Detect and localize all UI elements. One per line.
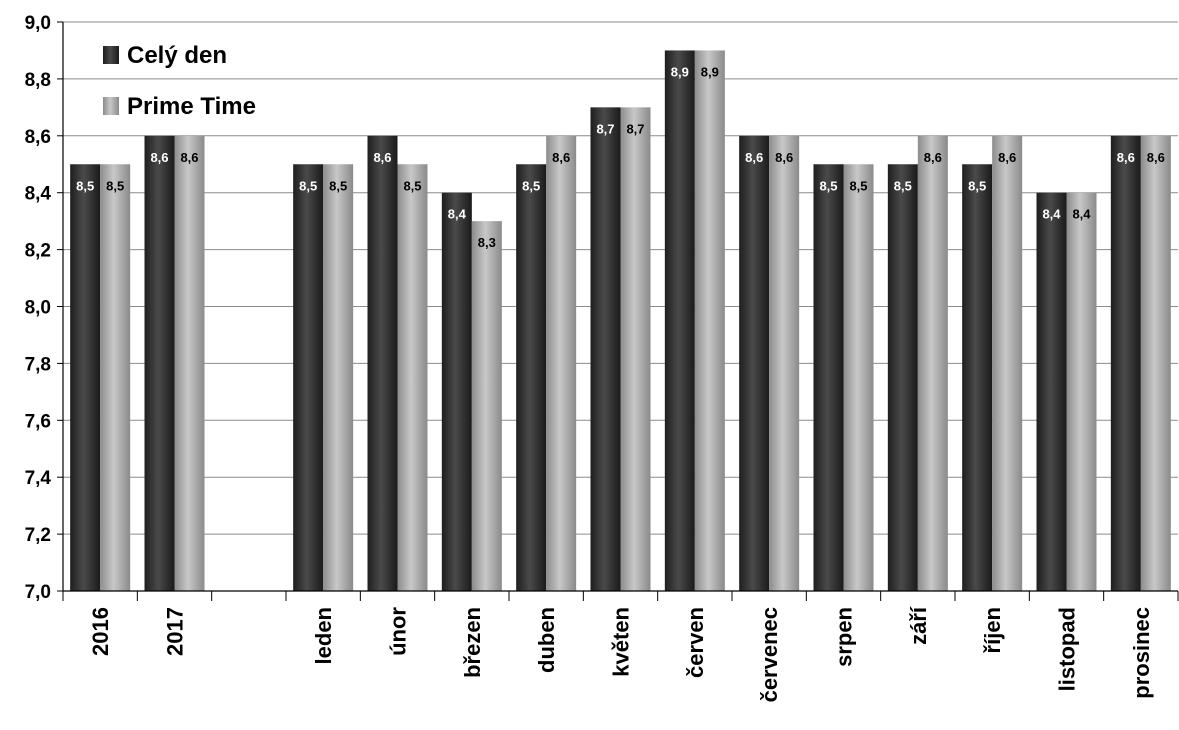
data-label: 8,6 [180, 150, 198, 165]
y-tick-label: 7,6 [25, 411, 51, 432]
bar-cely-den [367, 135, 398, 592]
data-label: 8,5 [76, 178, 94, 193]
bar-prime-time [546, 135, 577, 592]
axes: 7,0 7,2 7,4 7,6 7,8 8,0 8,2 8,4 8,6 8,8 9,0 2016 201… [25, 13, 1179, 702]
bar-cely-den [664, 50, 695, 591]
data-label: 8,6 [924, 150, 942, 165]
legend-label: Prime Time [127, 93, 256, 120]
bar-cely-den [739, 135, 770, 592]
data-label: 8,6 [745, 150, 763, 165]
x-tick-label: prosinec [1129, 607, 1154, 699]
bar-prime-time [769, 135, 800, 592]
data-label: 8,4 [1072, 207, 1091, 222]
y-tick-label: 7,4 [25, 468, 52, 489]
bars [70, 50, 1171, 592]
y-tick-label: 7,2 [25, 525, 51, 546]
legend-swatch [103, 46, 119, 64]
x-tick-label: duben [534, 607, 559, 673]
x-tick-label: 2016 [88, 607, 113, 656]
legend-swatch [103, 97, 119, 115]
bar-cely-den [516, 164, 547, 591]
bar-prime-time [323, 164, 354, 591]
bar-cely-den [887, 164, 918, 591]
data-label: 8,6 [373, 150, 391, 165]
data-label: 8,5 [849, 178, 867, 193]
bar-prime-time [843, 164, 874, 591]
data-label: 8,5 [329, 178, 347, 193]
data-label: 8,5 [403, 178, 421, 193]
bar-prime-time [694, 50, 725, 591]
bar-cely-den [1110, 135, 1141, 592]
bar-prime-time [1066, 192, 1097, 591]
x-tick-label: září [906, 606, 931, 645]
data-label: 8,6 [1117, 150, 1135, 165]
bar-prime-time [917, 135, 948, 592]
y-tick-label: 9,0 [25, 13, 51, 34]
bar-cely-den [590, 107, 621, 591]
data-label: 8,4 [448, 207, 467, 222]
x-tick-label: únor [386, 607, 411, 656]
data-label: 8,6 [150, 150, 168, 165]
bar-cely-den [813, 164, 844, 591]
data-label: 8,7 [626, 121, 644, 136]
data-label: 8,5 [819, 178, 837, 193]
data-label: 8,6 [1147, 150, 1165, 165]
bar-prime-time [174, 135, 205, 592]
bar-cely-den [70, 164, 101, 591]
y-tick-label: 7,8 [25, 354, 51, 375]
data-label: 8,6 [775, 150, 793, 165]
bar-cely-den [293, 164, 324, 591]
y-tick-label: 7,0 [25, 582, 51, 603]
bar-prime-time [397, 164, 428, 591]
x-tick-label: listopad [1055, 607, 1080, 691]
data-label: 8,5 [106, 178, 124, 193]
data-label: 8,6 [552, 150, 570, 165]
data-label: 8,7 [596, 121, 614, 136]
bar-prime-time [620, 107, 651, 591]
data-label: 8,9 [671, 64, 689, 79]
data-labels: 8,5 8,6 8,5 8,6 8,4 8,5 8,7 8,9 8,6 8,5 8,5 8,5 8,4 8… [76, 64, 1165, 250]
data-label: 8,9 [701, 64, 719, 79]
x-tick-label: říjen [980, 607, 1005, 653]
data-label: 8,6 [998, 150, 1016, 165]
x-tick-label: červenec [757, 607, 782, 702]
bar-prime-time [100, 164, 131, 591]
y-tick-label: 8,0 [25, 298, 51, 319]
bar-prime-time [1140, 135, 1171, 592]
bar-prime-time [471, 221, 502, 591]
y-tick-label: 8,4 [25, 184, 52, 205]
x-tick-label: 2017 [163, 607, 188, 656]
y-tick-label: 8,8 [25, 70, 51, 91]
bar-cely-den [144, 135, 175, 592]
data-label: 8,5 [894, 178, 912, 193]
bar-cely-den [441, 192, 472, 591]
x-tick-label: červen [683, 607, 708, 678]
bar-prime-time [992, 135, 1023, 592]
legend: Celý den Prime Time [103, 42, 256, 120]
x-tick-label: květen [609, 607, 634, 677]
data-label: 8,5 [299, 178, 317, 193]
y-tick-label: 8,6 [25, 127, 51, 148]
data-label: 8,5 [968, 178, 986, 193]
y-tick-label: 8,2 [25, 241, 51, 262]
legend-label: Celý den [127, 42, 227, 69]
data-label: 8,4 [1042, 207, 1061, 222]
x-tick-label: leden [311, 607, 336, 664]
x-tick-label: srpen [832, 607, 857, 667]
bar-cely-den [962, 164, 993, 591]
bar-cely-den [1036, 192, 1067, 591]
x-tick-label: březen [460, 607, 485, 678]
data-label: 8,3 [478, 235, 496, 250]
data-label: 8,5 [522, 178, 540, 193]
